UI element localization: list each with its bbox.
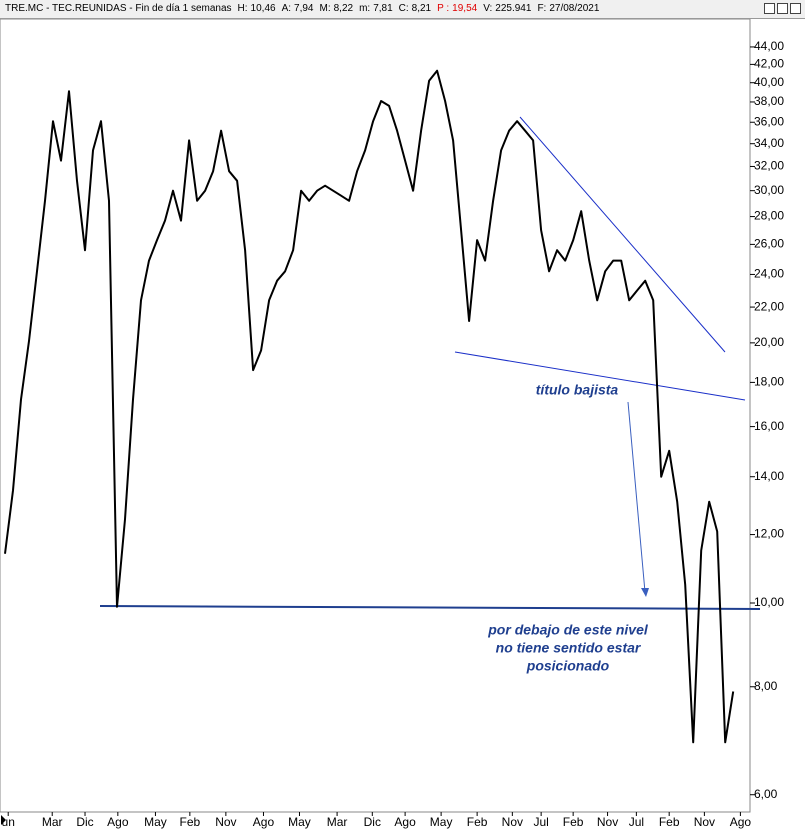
x-tick-label: Feb	[563, 815, 584, 829]
y-tick-label: 12,00	[754, 527, 784, 541]
x-tick-label: Dic	[364, 815, 381, 829]
y-tick-label: 8,00	[754, 679, 778, 693]
field-value: 10,46	[250, 3, 276, 14]
field-value: 8,21	[411, 3, 432, 14]
field-value: 7,94	[294, 3, 314, 14]
y-tick-label: 42,00	[754, 57, 784, 71]
y-tick-label: 14,00	[754, 469, 784, 483]
x-tick-label: Mar	[42, 815, 63, 829]
annotation: por debajo de este nivel	[487, 622, 649, 638]
x-tick-label: May	[430, 815, 453, 829]
y-tick-label: 34,00	[754, 136, 784, 150]
y-tick-label: 20,00	[754, 335, 784, 349]
y-tick-label: 40,00	[754, 75, 784, 89]
y-tick-label: 44,00	[754, 39, 784, 53]
x-tick-label: un	[2, 815, 15, 829]
trend-line-lower	[454, 351, 746, 401]
field-value: 19,54	[452, 3, 478, 14]
y-tick-label: 26,00	[754, 237, 784, 251]
x-tick-label: Jul	[629, 815, 644, 829]
x-tick-label: Ago	[394, 815, 416, 829]
annotation: no tiene sentido estar	[496, 640, 642, 656]
y-tick-label: 36,00	[754, 114, 784, 128]
header-title: TRE.MC - TEC.REUNIDAS - Fin de día 1 sem…	[5, 3, 232, 14]
field-label: V:	[483, 3, 493, 14]
field-value: 8,22	[333, 3, 354, 14]
y-tick-label: 22,00	[754, 299, 784, 313]
minimize-button[interactable]	[764, 3, 775, 14]
x-tick-label: May	[144, 815, 167, 829]
annotation: título bajista	[536, 382, 619, 398]
x-tick-label: Feb	[180, 815, 201, 829]
y-tick-label: 24,00	[754, 267, 784, 281]
x-tick-label: Ago	[107, 815, 129, 829]
field-value: 225.941	[495, 3, 532, 14]
annotation: posicionado	[526, 658, 610, 674]
field-label: F:	[537, 3, 547, 14]
y-tick-label: 30,00	[754, 183, 784, 197]
x-tick-label: Nov	[694, 815, 715, 829]
arrow-head	[641, 588, 649, 597]
support-line	[99, 605, 761, 610]
x-tick-label: Nov	[502, 815, 523, 829]
x-tick-label: Ago	[730, 815, 752, 829]
field-label: H:	[237, 3, 248, 14]
field-label: P :	[437, 3, 450, 14]
x-tick-label: Mar	[327, 815, 348, 829]
x-tick-label: May	[288, 815, 311, 829]
field-value: 27/08/2021	[549, 3, 600, 14]
x-tick-label: Nov	[215, 815, 236, 829]
y-tick-label: 10,00	[754, 595, 784, 609]
y-tick-label: 16,00	[754, 419, 784, 433]
y-tick-label: 18,00	[754, 375, 784, 389]
plot-area	[0, 18, 751, 813]
y-tick-label: 38,00	[754, 94, 784, 108]
header-bar: TRE.MC - TEC.REUNIDAS - Fin de día 1 sem…	[0, 0, 805, 19]
close-button[interactable]	[790, 3, 801, 14]
window-buttons	[764, 3, 801, 14]
x-tick-label: Jul	[533, 815, 548, 829]
field-label: m:	[359, 3, 371, 14]
x-tick-label: Dic	[76, 815, 93, 829]
field-label: C:	[398, 3, 409, 14]
field-label: M:	[319, 3, 331, 14]
trend-line-upper	[519, 116, 726, 353]
y-tick-label: 28,00	[754, 209, 784, 223]
price-line	[4, 69, 735, 744]
field-value: 7,81	[373, 3, 393, 14]
arrow-shaft	[627, 401, 646, 593]
x-tick-label: Feb	[467, 815, 488, 829]
x-tick-label: Feb	[659, 815, 680, 829]
y-tick-label: 32,00	[754, 159, 784, 173]
y-tick-label: 6,00	[754, 787, 778, 801]
field-label: A:	[281, 3, 292, 14]
x-tick-label: Nov	[597, 815, 618, 829]
scroll-arrow[interactable]	[1, 815, 6, 825]
maximize-button[interactable]	[777, 3, 788, 14]
x-tick-label: Ago	[253, 815, 275, 829]
